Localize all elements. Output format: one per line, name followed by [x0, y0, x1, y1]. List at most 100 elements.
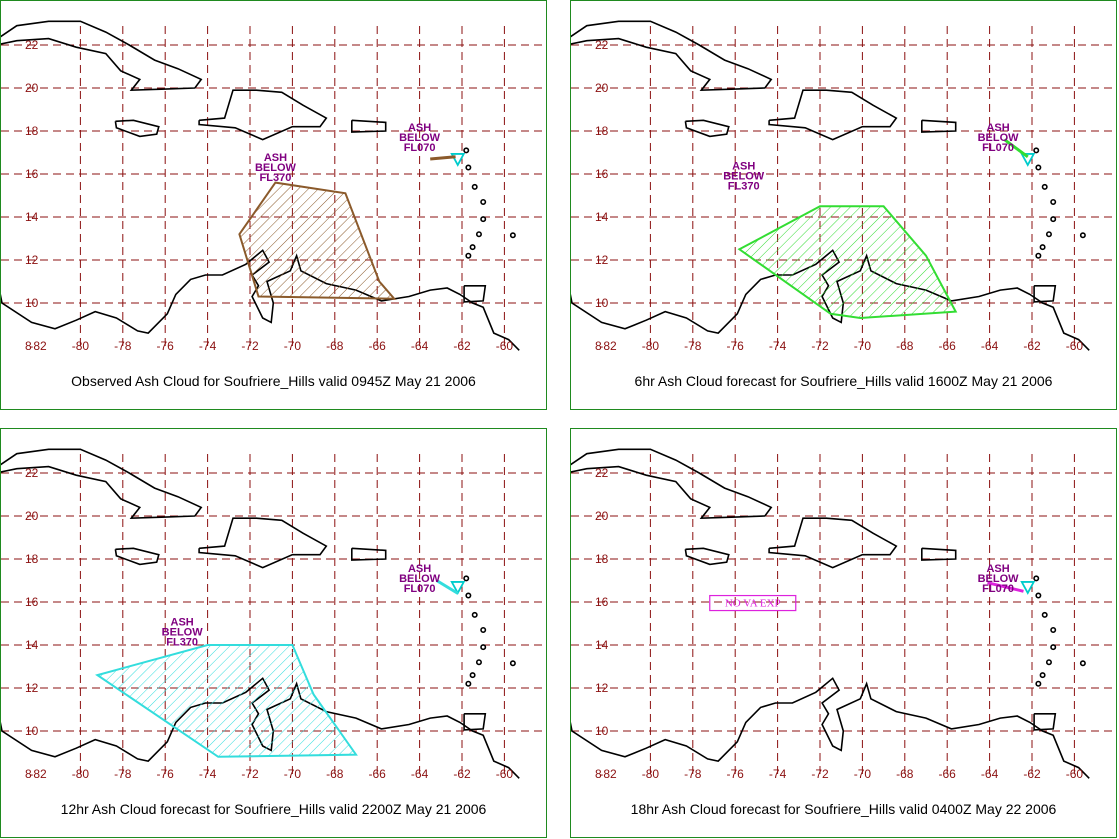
- axis-labels-1: 22 20 18 16 14 12 10 8-82 -80 -78 -76 -74 -72 -70 -68 -…: [595, 38, 1083, 353]
- island-0-0: [463, 147, 470, 154]
- ash-label-low-3-line-2: FL070: [982, 583, 1014, 595]
- island-4-1: [1050, 216, 1057, 223]
- ash-label-low-0-line-1: BELOW: [399, 132, 441, 144]
- puerto-rico-outline-3: [920, 547, 957, 561]
- island-7-0: [465, 252, 472, 259]
- lat-label-12-3: 12: [595, 681, 609, 695]
- ash-label-low-3-line-1: BELOW: [978, 573, 1020, 585]
- island-5-3: [1045, 659, 1052, 666]
- lon-label-60-2: -60: [496, 767, 514, 781]
- ash-cloud-low-1: [1003, 138, 1029, 159]
- ash-label-high-1-line-0: ASH: [732, 161, 755, 173]
- lat-label-18-1: 18: [595, 124, 609, 138]
- island-1-0: [465, 164, 472, 171]
- hispaniola-outline-2: [198, 517, 328, 569]
- ash-label-low-2-line-1: BELOW: [399, 573, 441, 585]
- lon-label-80-1: -80: [642, 339, 660, 353]
- lat-lon-grid-0: [1, 23, 546, 346]
- lat-label-10-0: 10: [25, 296, 39, 310]
- lon-label-76-2: -76: [157, 767, 175, 781]
- island-7-1: [1035, 252, 1042, 259]
- lon-label-66-2: -66: [369, 767, 387, 781]
- lon-label-80-2: -80: [72, 767, 90, 781]
- lat-label-16-1: 16: [595, 167, 609, 181]
- south-america-coast-3: [571, 677, 1090, 779]
- lon-label-62-2: -62: [453, 767, 471, 781]
- lon-label-70-2: -70: [284, 767, 302, 781]
- lat-label-12-2: 12: [25, 681, 39, 695]
- lat-label-22-1: 22: [595, 38, 609, 52]
- lat-label-22-3: 22: [595, 466, 609, 480]
- island-5-2: [475, 659, 482, 666]
- island-6-1: [1039, 244, 1046, 251]
- lon-label-64-0: -64: [411, 339, 429, 353]
- caption-observed: Observed Ash Cloud for Soufriere_Hills v…: [71, 373, 476, 389]
- trinidad-outline-0: [463, 284, 487, 303]
- lon-label-74-1: -74: [769, 339, 787, 353]
- lon-label-66-3: -66: [939, 767, 957, 781]
- lon-label-70-1: -70: [854, 339, 872, 353]
- island-2-0: [471, 183, 478, 190]
- lon-label-74-3: -74: [769, 767, 787, 781]
- lat-label-18-0: 18: [25, 124, 39, 138]
- lon-label-62-1: -62: [1023, 339, 1041, 353]
- lon-label-82-2: -82: [29, 767, 47, 781]
- lat-label-8-2: 8: [25, 767, 32, 781]
- trinidad-outline-1: [1033, 284, 1057, 303]
- island-5-0: [475, 231, 482, 238]
- lon-label-68-3: -68: [896, 767, 914, 781]
- map-6hr: 22 20 18 16 14 12 10 8-82 -80 -78 -76 -74 -72 -70 -68 -…: [571, 20, 1116, 353]
- island-3-1: [1050, 198, 1057, 205]
- jamaica-outline-2: [114, 547, 160, 566]
- trinidad-outline-3: [1033, 712, 1057, 731]
- lat-label-20-1: 20: [595, 81, 609, 95]
- puerto-rico-outline-2: [350, 547, 387, 561]
- map-observed: 22 20 18 16 14 12 10 8-82 -80 -78 -76 -74 -72 -70 -68 -…: [1, 20, 546, 353]
- ash-label-high-2-line-0: ASH: [171, 617, 194, 629]
- island-2-2: [471, 611, 478, 618]
- jamaica-outline-1: [684, 119, 730, 138]
- island-3-2: [480, 626, 487, 633]
- island-4-3: [1050, 644, 1057, 651]
- lat-label-16-3: 16: [595, 595, 609, 609]
- lon-label-62-0: -62: [453, 339, 471, 353]
- map-18hr: 22 20 18 16 14 12 10 8-82 -80 -78 -76 -74 -72 -70 -68 -…: [571, 448, 1116, 781]
- lon-label-64-1: -64: [981, 339, 999, 353]
- ash-label-low-0-line-2: FL070: [404, 142, 436, 154]
- no-va-box-border: [709, 594, 797, 612]
- lat-lon-grid-3: [571, 451, 1116, 774]
- lon-label-68-2: -68: [326, 767, 344, 781]
- lat-label-10-2: 10: [25, 724, 39, 738]
- lat-label-14-1: 14: [595, 210, 609, 224]
- lat-label-8-1: 8: [595, 339, 602, 353]
- island-6-2: [469, 672, 476, 679]
- cuba-outline-2: [1, 448, 203, 520]
- ash-label-low-1-line-2: FL070: [982, 142, 1014, 154]
- ash-label-high-0-line-2: FL370: [260, 172, 292, 184]
- lon-label-72-1: -72: [811, 339, 829, 353]
- island-7-2: [465, 680, 472, 687]
- panel-observed: 22 20 18 16 14 12 10 8 -82 -80 -78 -76 -74 -72 -70 -68 -…: [0, 0, 547, 410]
- hispaniola-outline-3: [768, 517, 898, 569]
- lon-label-60-1: -60: [1066, 339, 1084, 353]
- ash-cloud-high-1: [737, 205, 958, 320]
- lon-label-80-3: -80: [642, 767, 660, 781]
- lat-label-10-3: 10: [595, 724, 609, 738]
- lon-label-82-0: -82: [29, 339, 47, 353]
- lon-label-76-1: -76: [727, 339, 745, 353]
- ash-label-low-0-line-0: ASH: [408, 122, 431, 134]
- lat-label-18-3: 18: [595, 552, 609, 566]
- lat-label-16-2: 16: [25, 595, 39, 609]
- lat-label-12-0: 12: [25, 253, 39, 267]
- lon-label-68-0: -68: [326, 339, 344, 353]
- island-4-0: [480, 216, 487, 223]
- volcano-marker-3: [1020, 581, 1036, 595]
- lon-label-78-3: -78: [684, 767, 702, 781]
- ash-label-high-1-line-2: FL370: [728, 181, 760, 193]
- jamaica-outline-3: [684, 547, 730, 566]
- lon-label-68-1: -68: [896, 339, 914, 353]
- jamaica-outline-0: [114, 119, 160, 138]
